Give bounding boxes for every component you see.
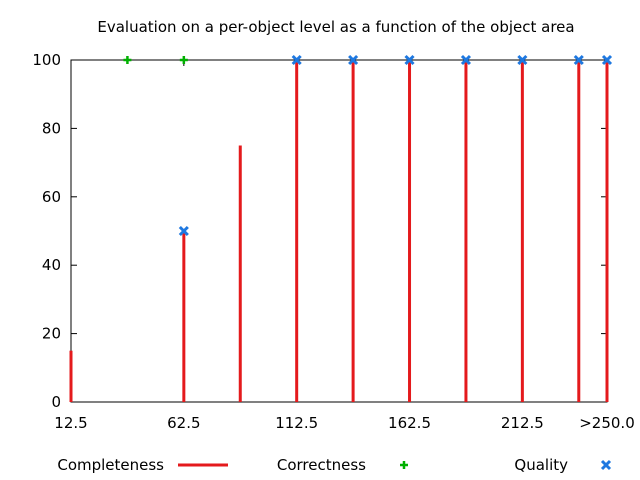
- quality-point: [517, 54, 528, 66]
- y-tick-label: 40: [42, 256, 61, 274]
- y-tick-label: 0: [51, 393, 61, 411]
- x-tick-label: 112.5: [275, 414, 318, 432]
- quality-point: [348, 54, 359, 66]
- quality-point: [460, 54, 472, 66]
- axes: 0 20 40 60 80 100 12.5 62.5 112.5 162.5 212.5 >250.…: [32, 51, 634, 432]
- legend-label: Quality: [514, 456, 568, 474]
- correctness-point: [179, 56, 188, 64]
- chart-title: Evaluation on a per-object level as a fu…: [97, 18, 574, 36]
- x-tick-label: 62.5: [167, 414, 200, 432]
- plot-frame: [70, 59, 608, 403]
- legend-swatch-correctness: [400, 461, 408, 469]
- legend: Completeness Correctness Quality: [57, 456, 612, 474]
- x-tick-label: >250.0: [579, 414, 635, 432]
- x-tick-label: 12.5: [54, 414, 87, 432]
- chart-marks: [69, 54, 613, 402]
- legend-swatch-quality: [600, 459, 612, 471]
- quality-point: [178, 225, 189, 237]
- correctness-point: [123, 56, 132, 64]
- y-tick-label: 60: [42, 188, 61, 206]
- quality-point: [601, 54, 613, 66]
- x-tick-label: 212.5: [501, 414, 544, 432]
- quality-point: [573, 54, 584, 66]
- quality-point: [404, 54, 415, 66]
- quality-point: [291, 54, 302, 66]
- y-tick-label: 100: [32, 51, 61, 69]
- legend-label: Completeness: [57, 456, 164, 474]
- y-tick-label: 80: [42, 119, 61, 137]
- x-tick-label: 162.5: [388, 414, 431, 432]
- legend-label: Correctness: [277, 456, 366, 474]
- y-tick-label: 20: [42, 325, 61, 343]
